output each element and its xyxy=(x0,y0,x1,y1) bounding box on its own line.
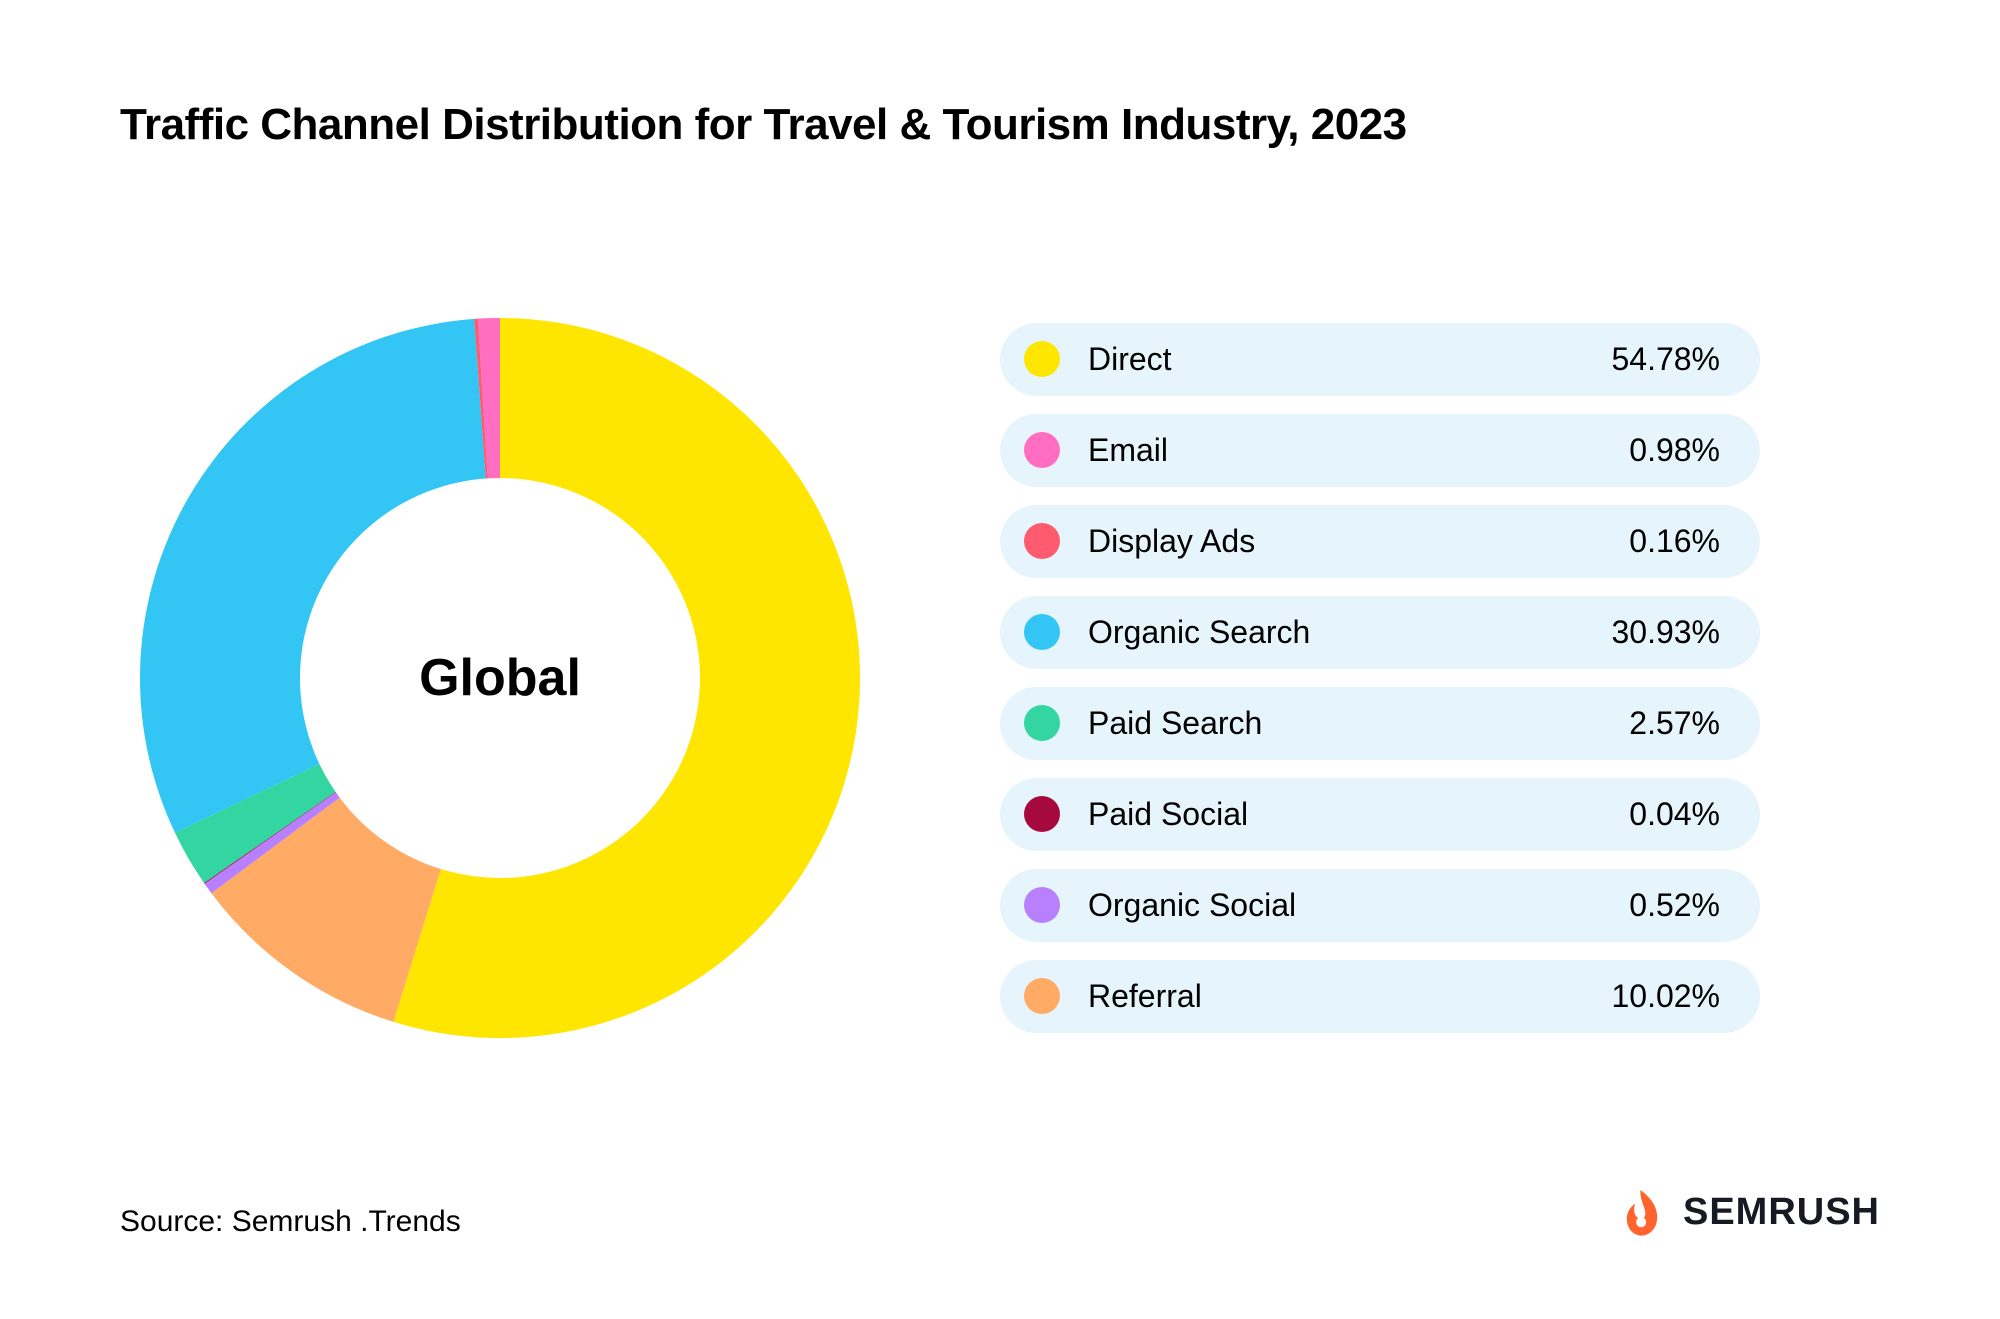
chart-container: Traffic Channel Distribution for Travel … xyxy=(0,0,2000,1319)
footer: Source: Semrush .Trends SEMRUSH xyxy=(120,1185,1880,1239)
legend-value: 30.93% xyxy=(1611,614,1720,651)
legend-swatch xyxy=(1024,796,1060,832)
legend-value: 0.04% xyxy=(1629,796,1720,833)
legend-value: 54.78% xyxy=(1611,341,1720,378)
legend-label: Paid Search xyxy=(1088,705,1629,742)
legend-value: 10.02% xyxy=(1611,978,1720,1015)
donut-chart: Global xyxy=(140,318,860,1038)
legend-item: Organic Social0.52% xyxy=(1000,869,1760,942)
legend-swatch xyxy=(1024,887,1060,923)
legend-swatch xyxy=(1024,978,1060,1014)
legend-item: Direct54.78% xyxy=(1000,323,1760,396)
legend-label: Display Ads xyxy=(1088,523,1629,560)
legend-label: Organic Search xyxy=(1088,614,1611,651)
donut-center-label: Global xyxy=(419,648,581,708)
legend-swatch xyxy=(1024,614,1060,650)
legend-swatch xyxy=(1024,523,1060,559)
legend-item: Paid Social0.04% xyxy=(1000,778,1760,851)
legend-value: 2.57% xyxy=(1629,705,1720,742)
legend: Direct54.78% Email0.98% Display Ads0.16% Or… xyxy=(1000,323,1760,1033)
legend-label: Paid Social xyxy=(1088,796,1629,833)
chart-content: Global Direct54.78% Email0.98% Display Ads… xyxy=(120,230,1880,1125)
legend-item: Display Ads0.16% xyxy=(1000,505,1760,578)
legend-value: 0.52% xyxy=(1629,887,1720,924)
legend-item: Email0.98% xyxy=(1000,414,1760,487)
legend-item: Paid Search2.57% xyxy=(1000,687,1760,760)
legend-label: Email xyxy=(1088,432,1629,469)
chart-title: Traffic Channel Distribution for Travel … xyxy=(120,100,1880,150)
legend-swatch xyxy=(1024,705,1060,741)
legend-item: Referral10.02% xyxy=(1000,960,1760,1033)
brand: SEMRUSH xyxy=(1615,1185,1880,1239)
semrush-flame-icon xyxy=(1615,1185,1669,1239)
legend-label: Direct xyxy=(1088,341,1611,378)
donut-segment xyxy=(140,318,486,832)
legend-value: 0.16% xyxy=(1629,523,1720,560)
brand-name: SEMRUSH xyxy=(1683,1191,1880,1234)
legend-swatch xyxy=(1024,432,1060,468)
flame-path xyxy=(1627,1190,1657,1236)
flame-eye xyxy=(1636,1217,1646,1227)
legend-swatch xyxy=(1024,341,1060,377)
source-text: Source: Semrush .Trends xyxy=(120,1205,461,1239)
legend-label: Referral xyxy=(1088,978,1611,1015)
legend-value: 0.98% xyxy=(1629,432,1720,469)
legend-label: Organic Social xyxy=(1088,887,1629,924)
legend-item: Organic Search30.93% xyxy=(1000,596,1760,669)
